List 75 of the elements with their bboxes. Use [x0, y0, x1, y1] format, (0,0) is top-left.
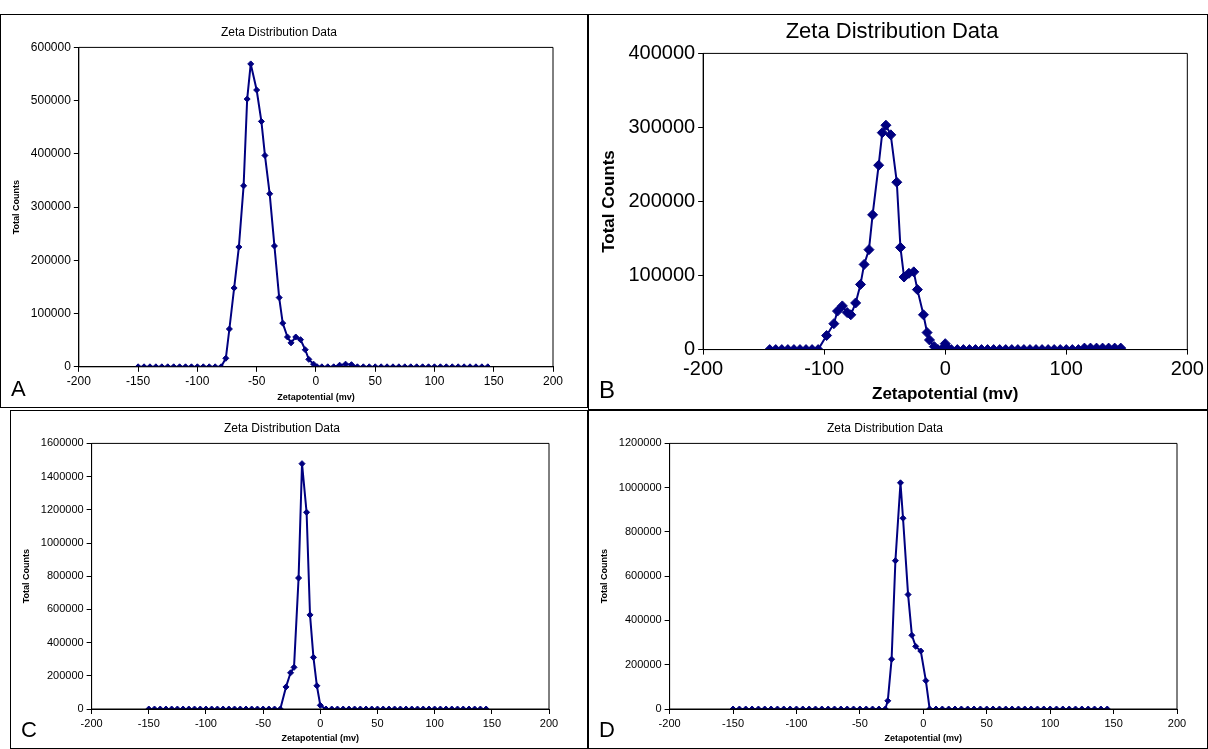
- x-tick-label: 100: [424, 374, 445, 389]
- chart-title: Zeta Distribution Data: [826, 420, 944, 435]
- y-tick-label: 300000: [628, 114, 696, 137]
- x-tick-label: 150: [482, 716, 502, 729]
- chart-title: Zeta Distribution Data: [223, 420, 341, 435]
- y-tick-label: 600000: [624, 569, 662, 582]
- x-tick-label: -50: [247, 374, 266, 389]
- x-tick-label: 200: [1170, 357, 1204, 380]
- y-tick-label: 400000: [46, 635, 84, 648]
- y-tick-label: 0: [655, 702, 662, 715]
- y-tick-label: 1200000: [618, 436, 662, 449]
- y-tick-label: 600000: [46, 602, 84, 615]
- x-tick-label: -100: [785, 716, 808, 729]
- x-tick-label: 50: [980, 716, 993, 729]
- x-tick-label: 100: [1049, 357, 1083, 380]
- y-axis-title: Total Counts: [598, 549, 609, 604]
- text: D: [599, 717, 615, 743]
- x-tick-label: -100: [804, 357, 845, 380]
- x-axis-title: Zetapotential (mv): [872, 384, 1019, 404]
- y-tick-label: 0: [684, 337, 696, 360]
- y-tick-label: 400000: [624, 613, 662, 626]
- x-tick-label: 200: [539, 716, 559, 729]
- y-tick-label: 200000: [628, 189, 696, 212]
- y-tick-label: 100000: [628, 263, 696, 286]
- y-tick-label: 600000: [30, 39, 72, 54]
- y-tick-label: 800000: [624, 524, 662, 537]
- y-tick-label: 1200000: [40, 502, 84, 515]
- x-tick-label: 0: [317, 716, 324, 729]
- text: B: [599, 375, 616, 403]
- x-tick-label: -200: [66, 374, 92, 389]
- y-tick-label: 200000: [30, 252, 72, 267]
- chart-title: Zeta Distribution Data: [785, 18, 1000, 44]
- y-axis-title: Total Counts: [598, 150, 618, 253]
- x-tick-label: -200: [80, 716, 103, 729]
- y-tick-label: 0: [77, 702, 84, 715]
- x-tick-label: -100: [194, 716, 217, 729]
- x-axis-title: Zetapotential (mv): [884, 733, 963, 744]
- x-tick-label: 0: [312, 374, 320, 389]
- y-tick-label: 400000: [30, 146, 72, 161]
- x-tick-label: 150: [1104, 716, 1123, 729]
- x-tick-label: -150: [126, 374, 151, 389]
- x-tick-label: -100: [185, 374, 210, 389]
- x-tick-label: 0: [920, 716, 927, 729]
- y-tick-label: 1000000: [40, 536, 84, 549]
- x-tick-label: 100: [425, 716, 444, 729]
- x-axis-title: Zetapotential (mv): [277, 392, 355, 403]
- chart-title: Zeta Distribution Data: [220, 24, 338, 39]
- y-tick-label: 300000: [30, 199, 72, 214]
- x-axis-title: Zetapotential (mv): [281, 733, 360, 744]
- y-tick-label: 500000: [30, 92, 72, 107]
- y-tick-label: 800000: [46, 569, 84, 582]
- x-tick-label: 200: [542, 374, 564, 389]
- y-tick-label: 1600000: [40, 436, 84, 449]
- x-tick-label: -200: [658, 716, 681, 729]
- y-axis-title: Total Counts: [10, 179, 21, 235]
- x-tick-label: 0: [939, 357, 951, 380]
- x-tick-label: -150: [137, 716, 160, 729]
- y-tick-label: 1400000: [40, 469, 84, 482]
- x-tick-label: 50: [368, 374, 383, 389]
- x-tick-label: -200: [683, 357, 724, 380]
- y-tick-label: 1000000: [618, 480, 662, 493]
- x-tick-label: 100: [1040, 716, 1060, 729]
- y-tick-label: 400000: [628, 40, 696, 63]
- x-tick-label: -150: [722, 716, 745, 729]
- x-tick-label: 200: [1167, 716, 1187, 729]
- x-tick-label: -50: [255, 716, 272, 729]
- text: A: [11, 376, 26, 402]
- x-tick-label: 150: [483, 374, 505, 389]
- text: C: [21, 717, 37, 743]
- x-tick-label: -50: [851, 716, 868, 729]
- y-tick-label: 200000: [46, 668, 84, 681]
- y-tick-label: 100000: [30, 305, 72, 320]
- y-tick-label: 200000: [624, 657, 662, 670]
- x-tick-label: 50: [371, 716, 384, 729]
- y-axis-title: Total Counts: [20, 549, 31, 604]
